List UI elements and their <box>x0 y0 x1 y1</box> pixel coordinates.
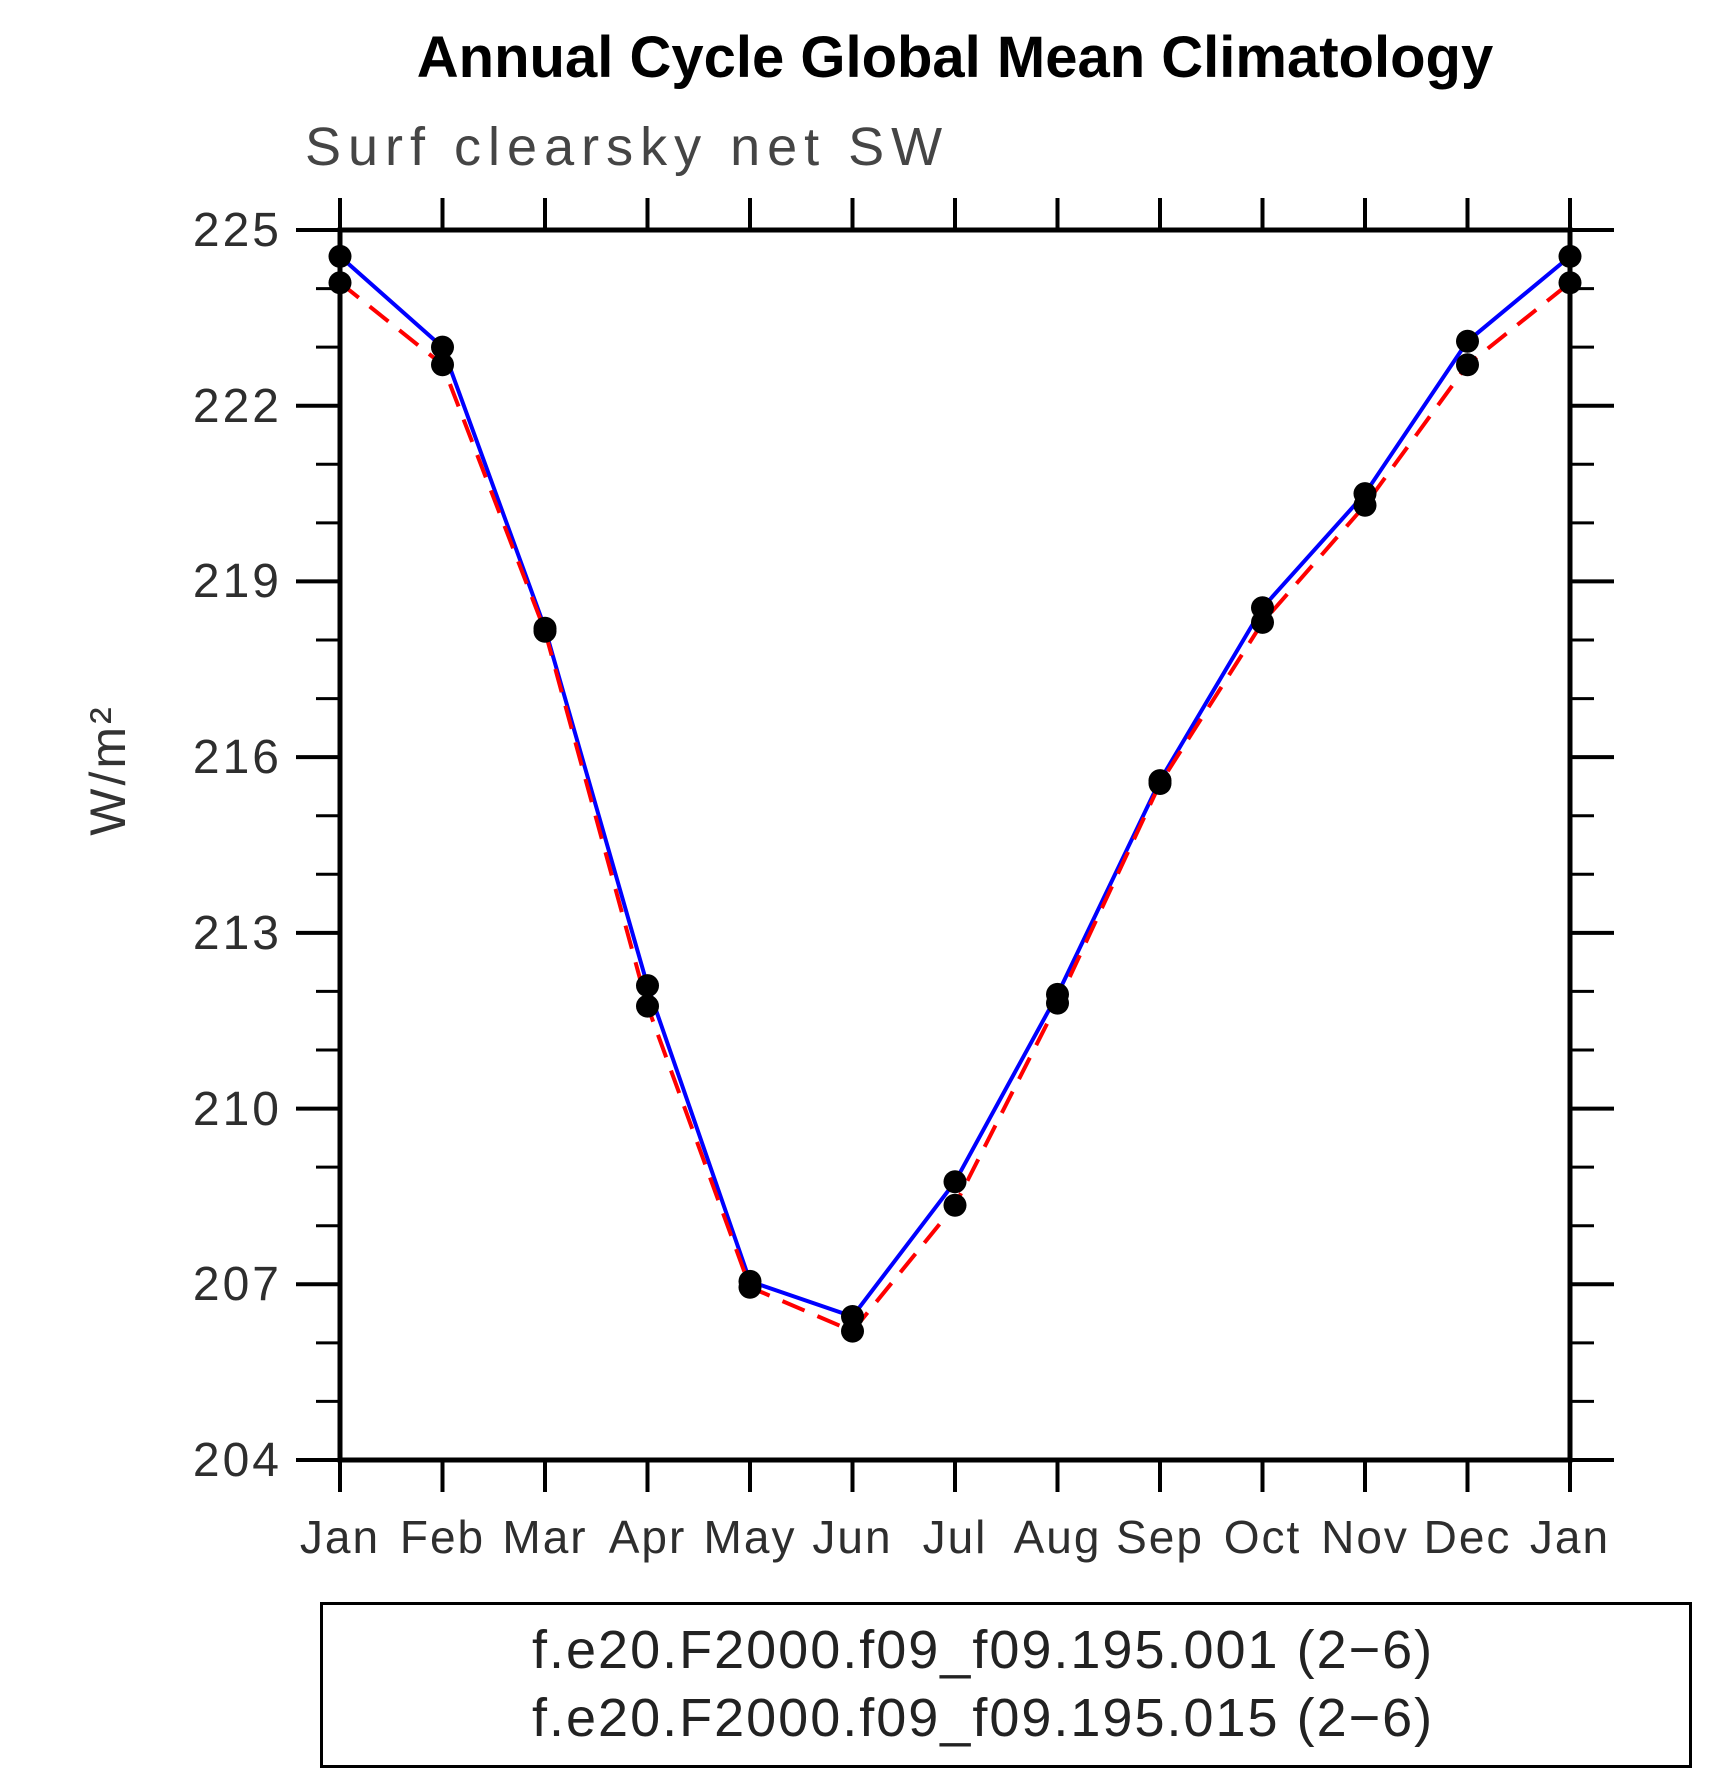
legend-box <box>320 1602 1692 1768</box>
y-tick-label: 222 <box>192 379 282 433</box>
data-point-marker <box>943 1170 967 1194</box>
y-tick-label: 225 <box>192 204 282 257</box>
data-point-marker <box>1251 610 1274 634</box>
y-tick-label: 207 <box>192 1258 282 1312</box>
data-point-marker <box>841 1319 864 1343</box>
legend-entry-series-1: f.e20.F2000.f09_f09.195.001 (2−6) <box>532 1620 1435 1680</box>
data-point-marker <box>533 619 557 643</box>
data-point-marker <box>1456 353 1479 377</box>
data-point-marker <box>328 244 352 268</box>
x-tick-label: Feb <box>399 1511 486 1563</box>
plot-frame <box>337 227 1573 1463</box>
chart-title: Annual Cycle Global Mean Climatology <box>416 25 1494 90</box>
x-tick-label: May <box>703 1511 797 1563</box>
chart-left-subtitle: Surf clearsky net SW <box>305 117 950 177</box>
y-tick-label: 213 <box>192 906 282 960</box>
data-point-marker <box>1456 329 1479 353</box>
x-tick-label: Apr <box>608 1511 687 1563</box>
y-tick-label: 204 <box>192 1434 282 1487</box>
x-tick-label: Jan <box>1529 1511 1611 1563</box>
y-tick-label: 216 <box>192 731 282 785</box>
data-point-marker <box>738 1275 762 1299</box>
x-tick-label: Jul <box>922 1511 988 1563</box>
x-tick-label: Jan <box>299 1511 381 1563</box>
data-point-marker <box>431 335 454 359</box>
series-line-solid <box>338 254 1572 1319</box>
x-tick-label: Aug <box>1013 1511 1102 1563</box>
data-point-marker <box>1353 493 1377 517</box>
data-point-marker <box>636 994 659 1018</box>
data-point-marker <box>328 271 352 295</box>
data-point-marker <box>1558 244 1582 268</box>
y-tick-label: 219 <box>192 555 282 609</box>
data-point-marker <box>943 1193 967 1217</box>
data-point-marker <box>1148 772 1172 795</box>
data-point-marker <box>431 353 454 377</box>
x-tick-label: Sep <box>1116 1511 1204 1563</box>
data-point-marker <box>636 974 659 998</box>
x-tick-label: Dec <box>1423 1511 1512 1563</box>
x-tick-label: Nov <box>1321 1511 1409 1563</box>
x-tick-label: Jun <box>812 1511 893 1563</box>
y-tick-label: 210 <box>192 1082 282 1136</box>
x-tick-label: Oct <box>1223 1511 1302 1563</box>
data-point-marker <box>1558 271 1582 295</box>
data-point-marker <box>1046 991 1069 1015</box>
x-tick-label: Mar <box>502 1511 588 1563</box>
legend-entry-series-2: f.e20.F2000.f09_f09.195.015 (2−6) <box>532 1688 1435 1748</box>
